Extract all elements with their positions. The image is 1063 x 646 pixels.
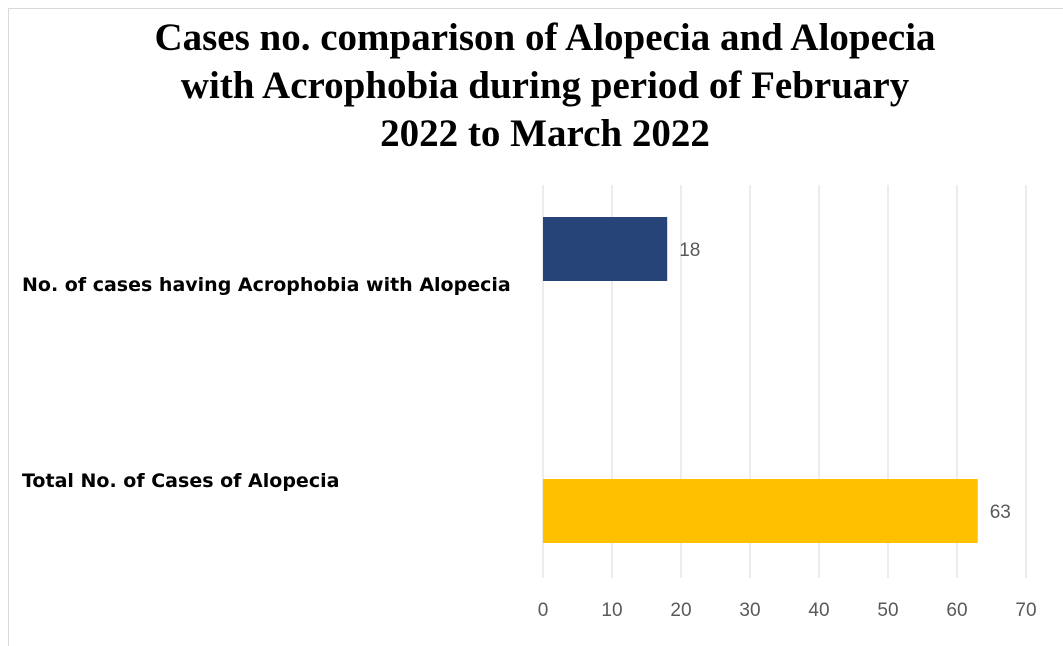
x-tick-label-30: 30 [739, 600, 760, 621]
chart-title-line-2: with Acrophobia during period of Februar… [180, 64, 910, 107]
x-tick-label-0: 0 [538, 600, 549, 621]
data-label-2: 63 [990, 502, 1011, 523]
bar-1 [543, 217, 668, 281]
bar-2 [543, 479, 978, 543]
chart-title-line-1: Cases no. comparison of Alopecia and Alo… [154, 16, 936, 59]
x-tick-label-50: 50 [877, 600, 898, 621]
x-tick-label-60: 60 [946, 600, 967, 621]
chart-title-line-3: 2022 to March 2022 [380, 112, 710, 155]
data-label-1: 18 [679, 240, 700, 261]
category-label-1: No. of cases having Acrophobia with Alop… [22, 274, 511, 296]
category-label-2: Total No. of Cases of Alopecia [22, 470, 339, 492]
x-tick-label-70: 70 [1015, 600, 1036, 621]
x-tick-label-20: 20 [670, 600, 691, 621]
x-tick-label-10: 10 [601, 600, 622, 621]
chart-title: Cases no. comparison of Alopecia and Alo… [95, 14, 995, 158]
x-tick-label-40: 40 [808, 600, 829, 621]
